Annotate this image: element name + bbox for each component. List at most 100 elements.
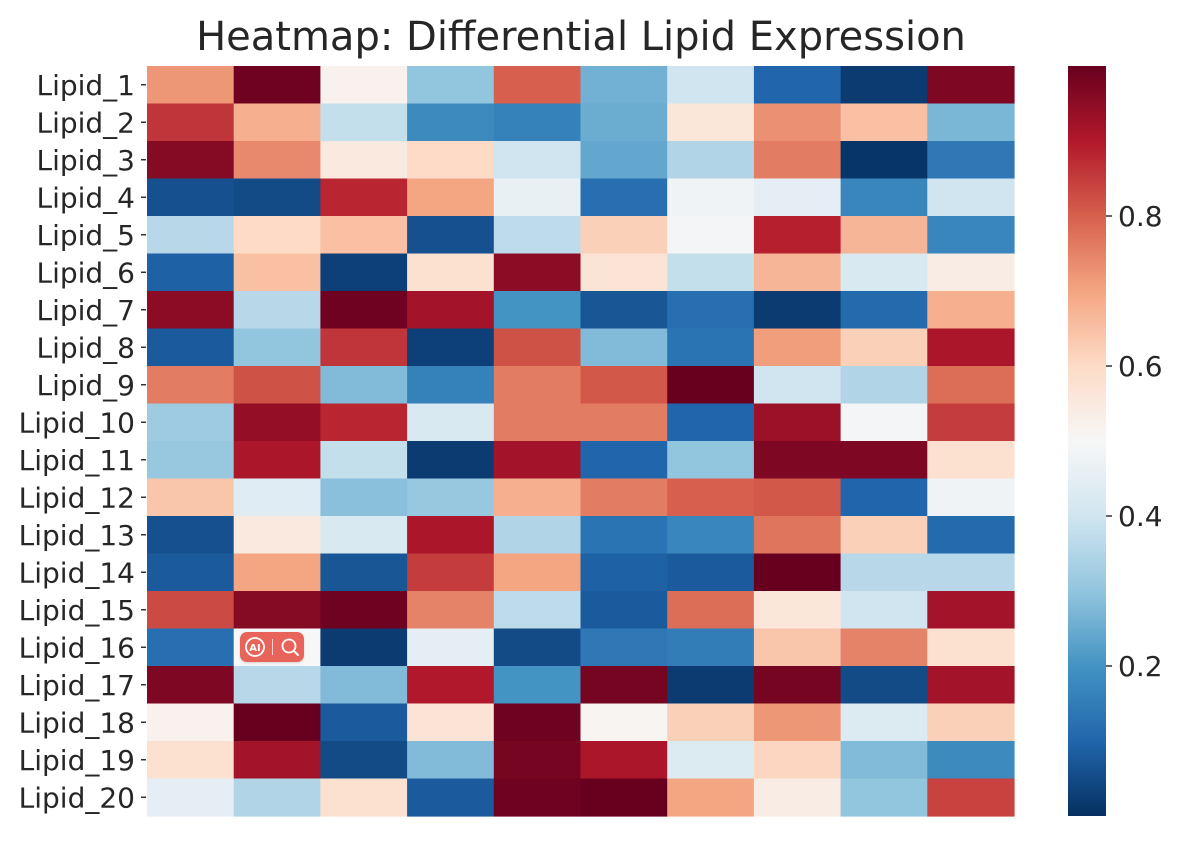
heatmap-cell <box>753 216 842 255</box>
heatmap-cell <box>147 441 235 480</box>
heatmap-cell <box>667 478 755 517</box>
row-label: Lipid_1 <box>36 69 135 102</box>
heatmap-cell <box>320 628 408 667</box>
heatmap-cell <box>147 403 235 442</box>
heatmap-cell <box>233 778 321 817</box>
heatmap-cell <box>233 441 321 480</box>
heatmap-cell <box>233 66 321 105</box>
heatmap-cell <box>840 103 928 142</box>
heatmap-cell <box>927 741 1015 780</box>
colorbar-gradient <box>1068 66 1106 816</box>
row-label: Lipid_14 <box>19 556 135 589</box>
heatmap-cell <box>580 628 668 667</box>
heatmap-cell <box>493 103 582 142</box>
heatmap-cell <box>667 178 755 217</box>
heatmap-cell <box>147 328 235 367</box>
heatmap-cell <box>667 591 755 630</box>
heatmap-cell <box>580 328 668 367</box>
heatmap-cell <box>580 103 668 142</box>
heatmap-cell <box>320 66 408 105</box>
heatmap-cell <box>493 478 582 517</box>
row-label: Lipid_18 <box>19 706 135 739</box>
heatmap-cell <box>840 141 928 180</box>
heatmap-cell <box>233 103 321 142</box>
heatmap-cell <box>753 478 842 517</box>
heatmap-cell <box>840 253 928 292</box>
heatmap-cell <box>580 366 668 405</box>
row-label: Lipid_17 <box>19 669 135 702</box>
heatmap-cell <box>580 591 668 630</box>
heatmap-cell <box>407 103 495 142</box>
heatmap-cell <box>580 141 668 180</box>
heatmap-cell <box>927 66 1015 105</box>
heatmap-cell <box>840 366 928 405</box>
heatmap-cell <box>320 441 408 480</box>
heatmap-cell <box>493 591 582 630</box>
heatmap-cell <box>493 703 582 742</box>
heatmap-cell <box>233 328 321 367</box>
heatmap-cell <box>407 516 495 555</box>
ai-icon[interactable]: AI <box>244 636 266 658</box>
heatmap-cell <box>147 103 235 142</box>
heatmap-cell <box>927 778 1015 817</box>
row-label: Lipid_8 <box>36 331 135 364</box>
heatmap-cell <box>407 591 495 630</box>
ai-icon-label: AI <box>249 643 260 654</box>
heatmap-cell <box>927 441 1015 480</box>
row-label: Lipid_4 <box>36 181 135 214</box>
row-label: Lipid_12 <box>19 481 135 514</box>
heatmap-cell <box>667 553 755 592</box>
heatmap-cell <box>233 216 321 255</box>
heatmap-cell <box>753 141 842 180</box>
heatmap-cell <box>493 666 582 705</box>
row-label: Lipid_2 <box>36 106 135 139</box>
chart-title: Heatmap: Differential Lipid Expression <box>196 14 966 60</box>
heatmap-cell <box>407 403 495 442</box>
heatmap-cell <box>840 591 928 630</box>
heatmap-cell <box>667 253 755 292</box>
heatmap-cell <box>407 178 495 217</box>
heatmap-cell <box>320 553 408 592</box>
heatmap-cell <box>320 478 408 517</box>
heatmap-cell <box>407 366 495 405</box>
row-label: Lipid_5 <box>36 219 135 252</box>
heatmap-cell <box>753 291 842 330</box>
heatmap-cell <box>320 141 408 180</box>
search-icon[interactable] <box>279 636 301 658</box>
heatmap-cell <box>753 328 842 367</box>
heatmap-cell <box>580 66 668 105</box>
heatmap-cell <box>667 403 755 442</box>
row-label: Lipid_20 <box>19 781 135 814</box>
heatmap-cell <box>233 553 321 592</box>
heatmap-cell <box>840 553 928 592</box>
heatmap-cell <box>407 66 495 105</box>
heatmap-cell <box>753 666 842 705</box>
heatmap-cell <box>407 741 495 780</box>
heatmap-cell <box>667 516 755 555</box>
heatmap-cell <box>147 591 235 630</box>
heatmap-cell <box>493 403 582 442</box>
heatmap-cell <box>233 703 321 742</box>
row-label: Lipid_15 <box>19 594 135 627</box>
heatmap-cell <box>493 141 582 180</box>
heatmap-cell <box>753 366 842 405</box>
heatmap-cell <box>840 66 928 105</box>
heatmap-cell <box>753 516 842 555</box>
heatmap-cell <box>320 703 408 742</box>
heatmap-cell <box>580 666 668 705</box>
heatmap-cell <box>147 366 235 405</box>
heatmap-cell <box>233 591 321 630</box>
row-label: Lipid_10 <box>19 406 135 439</box>
heatmap-cell <box>147 216 235 255</box>
heatmap-cell <box>840 478 928 517</box>
heatmap-cell <box>407 441 495 480</box>
heatmap-cell <box>840 741 928 780</box>
heatmap-cell <box>320 178 408 217</box>
heatmap-cell <box>753 178 842 217</box>
heatmap-cell <box>753 253 842 292</box>
heatmap-cell <box>320 778 408 817</box>
heatmap-cell <box>147 516 235 555</box>
heatmap-cell <box>580 216 668 255</box>
heatmap-cell <box>927 178 1015 217</box>
